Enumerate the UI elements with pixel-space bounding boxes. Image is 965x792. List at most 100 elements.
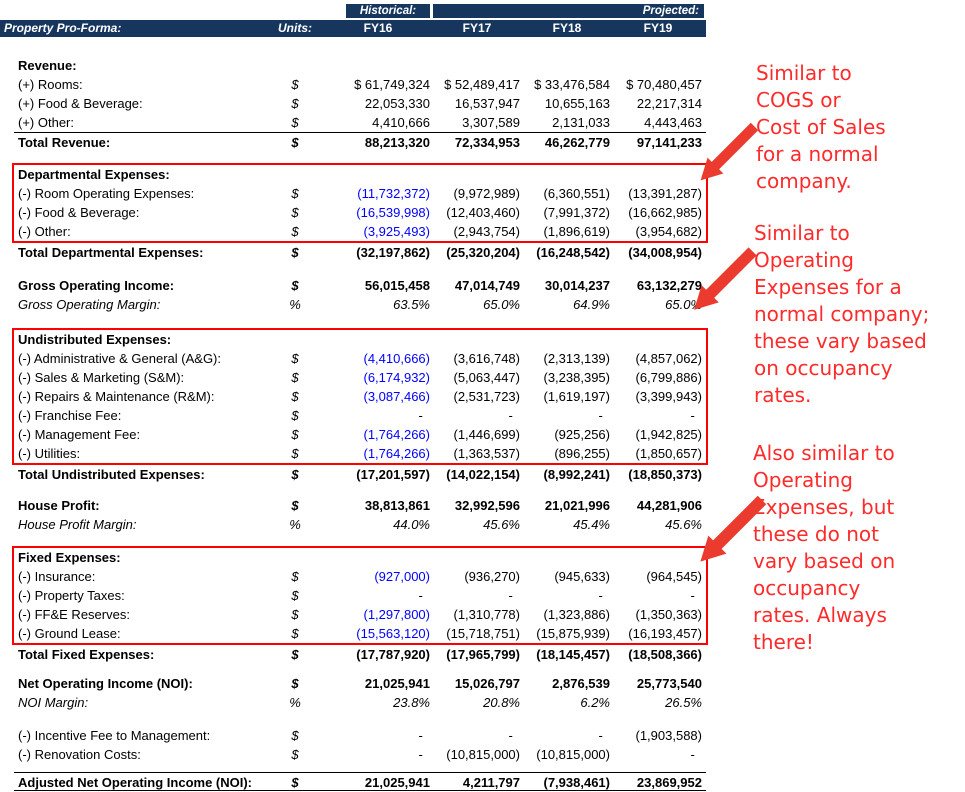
table-row: House Profit Margin:% 44.0% 45.6% 45.4% 45.6… bbox=[14, 515, 706, 534]
value-fy18: 6.2% bbox=[580, 695, 610, 710]
row-units: $ bbox=[291, 278, 299, 293]
row-label: Departmental Expenses: bbox=[18, 167, 170, 182]
value-fy18: 2,131,033 bbox=[552, 115, 610, 130]
row-units: $ bbox=[291, 607, 299, 622]
row-units: $ bbox=[291, 775, 299, 790]
value-fy19: (3,954,682) bbox=[635, 224, 703, 239]
value-fy18 bbox=[522, 56, 612, 75]
value-fy18: (3,238,395) bbox=[543, 370, 611, 385]
value-fy16: 4,410,666 bbox=[372, 115, 430, 130]
value-fy17: 4,211,797 bbox=[462, 775, 520, 790]
value-fy19: $ 70,480,457 bbox=[626, 77, 702, 92]
arrow-to-fixed-expenses-icon bbox=[700, 495, 767, 562]
row-units: $ bbox=[291, 647, 299, 662]
value-fy16: (3,925,493) bbox=[363, 224, 431, 239]
units-column-header: Units: bbox=[278, 21, 312, 35]
value-fy16: (16,539,998) bbox=[356, 205, 430, 220]
revenue-section: Revenue: (+) Rooms: $ $ 61,749,324 $ 52,489,… bbox=[14, 56, 706, 151]
table-row: (-) FF&E Reserves: $ (1,297,800) (1,310,778… bbox=[14, 605, 706, 624]
table-row: (-) Renovation Costs: $ - (10,815,000) (10,… bbox=[14, 745, 706, 764]
value-fy19: (964,545) bbox=[646, 569, 702, 584]
value-fy17 bbox=[432, 330, 522, 349]
value-fy17: (5,063,447) bbox=[453, 370, 521, 385]
house-profit-section: House Profit: $38,813,861 32,992,596 21,021… bbox=[14, 496, 706, 534]
value-fy16: 23.8% bbox=[393, 695, 430, 710]
row-units: $ bbox=[291, 569, 299, 584]
table-row: Undistributed Expenses: bbox=[14, 330, 706, 349]
year-header-fy16: FY16 bbox=[363, 21, 393, 35]
row-units bbox=[266, 548, 324, 567]
value-fy16: - bbox=[418, 747, 430, 762]
value-fy16: - bbox=[418, 408, 430, 423]
row-label: Total Undistributed Expenses: bbox=[18, 467, 205, 482]
value-fy17: (1,446,699) bbox=[453, 427, 521, 442]
row-units bbox=[266, 165, 324, 184]
value-fy16: - bbox=[418, 588, 430, 603]
value-fy16 bbox=[324, 56, 432, 75]
value-fy18: (7,938,461) bbox=[543, 775, 611, 790]
year-header-fy17: FY17 bbox=[462, 21, 492, 35]
row-label: (-) Ground Lease: bbox=[18, 626, 121, 641]
table-row: NOI Margin:% 23.8% 20.8% 6.2% 26.5% bbox=[14, 693, 706, 712]
value-fy19: (6,799,886) bbox=[635, 370, 703, 385]
value-fy16: (3,087,466) bbox=[363, 389, 431, 404]
table-row: Gross Operating Income: $56,015,458 47,014… bbox=[14, 276, 706, 295]
row-label: House Profit: bbox=[18, 498, 100, 513]
row-units: $ bbox=[291, 245, 299, 260]
row-units bbox=[266, 56, 324, 75]
row-label: (-) FF&E Reserves: bbox=[18, 607, 130, 622]
value-fy18 bbox=[522, 330, 612, 349]
row-label: (-) Administrative & General (A&G): bbox=[18, 351, 221, 366]
table-row: (+) Other: $4,410,666 3,307,589 2,131,033 4,… bbox=[14, 113, 706, 132]
value-fy18: $ 33,476,584 bbox=[534, 77, 610, 92]
row-label: (-) Utilities: bbox=[18, 446, 81, 461]
fixed-expenses-box: Fixed Expenses: (-) Insurance: $ (927,000)(… bbox=[12, 546, 708, 645]
value-fy19 bbox=[612, 330, 704, 349]
value-fy17: 20.8% bbox=[483, 695, 520, 710]
value-fy17: (1,363,537) bbox=[453, 446, 521, 461]
value-fy17: (936,270) bbox=[464, 569, 520, 584]
value-fy16: (6,174,932) bbox=[363, 370, 431, 385]
table-row: Revenue: bbox=[14, 56, 706, 75]
value-fy19: (18,508,366) bbox=[628, 647, 702, 662]
value-fy18: (925,256) bbox=[554, 427, 610, 442]
table-row: Total Fixed Expenses: $ (17,787,920) (17,96… bbox=[14, 645, 706, 664]
table-row: (-) Incentive Fee to Management: $ - - - (… bbox=[14, 726, 706, 745]
table-row: (-) Property Taxes: $ - - - - bbox=[14, 586, 706, 605]
value-fy17: (12,403,460) bbox=[446, 205, 520, 220]
table-row: (-) Room Operating Expenses: $ (11,732,372… bbox=[14, 184, 706, 203]
row-units: $ bbox=[291, 224, 299, 239]
table-row: (-) Ground Lease: $ (15,563,120) (15,718,75… bbox=[14, 624, 706, 643]
row-units: $ bbox=[291, 370, 299, 385]
period-band-row: Historical: Projected: bbox=[0, 4, 706, 18]
value-fy17 bbox=[432, 165, 522, 184]
value-fy17: 16,537,947 bbox=[454, 96, 520, 111]
value-fy19: 23,869,952 bbox=[636, 775, 702, 790]
row-units: $ bbox=[291, 747, 299, 762]
value-fy19: (1,850,657) bbox=[635, 446, 703, 461]
value-fy17: (9,972,989) bbox=[453, 186, 521, 201]
value-fy18: 64.9% bbox=[573, 297, 610, 312]
value-fy19: 45.6% bbox=[665, 517, 702, 532]
value-fy19: (1,903,588) bbox=[635, 728, 703, 743]
row-units: $ bbox=[291, 427, 299, 442]
projected-band: Projected: bbox=[433, 4, 704, 18]
row-label: (-) Sales & Marketing (S&M): bbox=[18, 370, 185, 385]
row-label: (+) Other: bbox=[18, 115, 74, 130]
annotation-fixed-note: Also similar to Operating Expenses, but … bbox=[753, 441, 896, 654]
table-row: (-) Insurance: $ (927,000) (936,270) (945,63… bbox=[14, 567, 706, 586]
value-fy19: 63,132,279 bbox=[636, 278, 702, 293]
value-fy17: 32,992,596 bbox=[454, 498, 520, 513]
value-fy19: (16,662,985) bbox=[628, 205, 702, 220]
row-units: $ bbox=[291, 351, 299, 366]
table-row: (-) Administrative & General (A&G): $ (4,4… bbox=[14, 349, 706, 368]
sheet-body: Revenue: (+) Rooms: $ $ 61,749,324 $ 52,489,… bbox=[0, 56, 708, 791]
value-fy17: - bbox=[508, 408, 520, 423]
total-undistributed-row: Total Undistributed Expenses: $ (17,201,59… bbox=[14, 465, 706, 484]
value-fy18: (945,633) bbox=[554, 569, 610, 584]
value-fy19: 44,281,906 bbox=[636, 498, 702, 513]
value-fy19: 22,217,314 bbox=[636, 96, 702, 111]
row-label: Revenue: bbox=[18, 58, 77, 73]
value-fy18: (1,323,886) bbox=[543, 607, 611, 622]
